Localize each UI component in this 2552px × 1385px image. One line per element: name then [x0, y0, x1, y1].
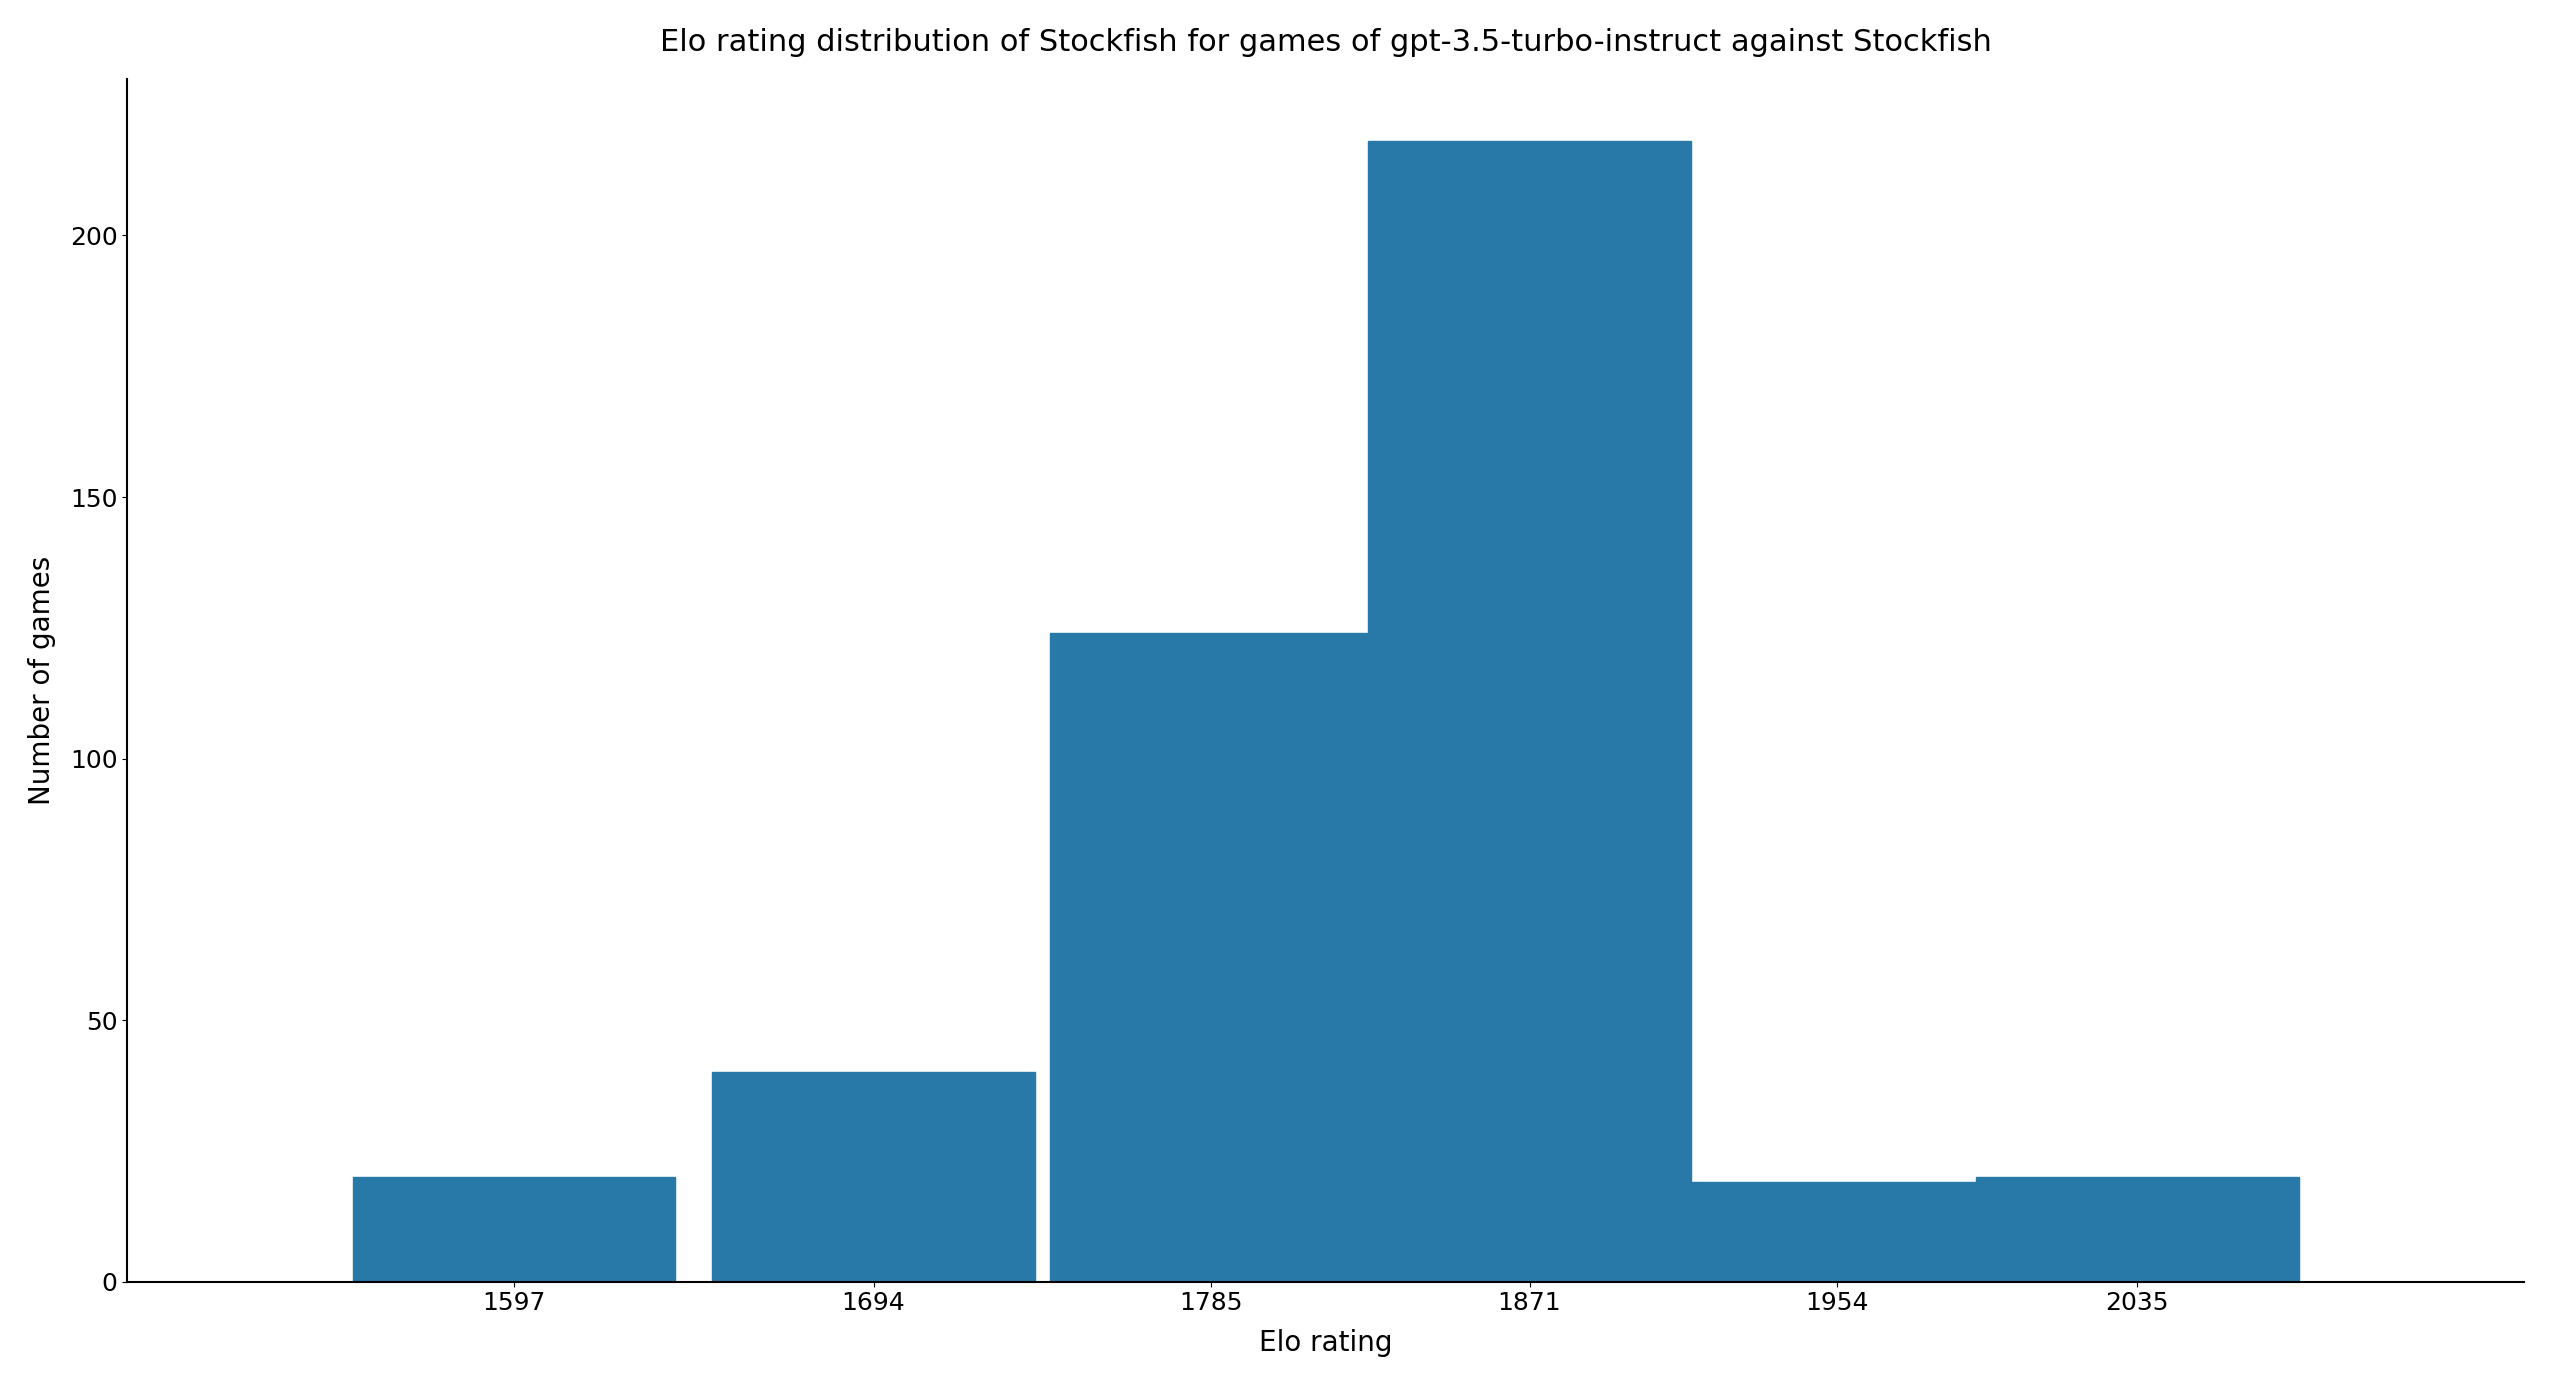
Bar [712, 1072, 1034, 1281]
X-axis label: Elo rating: Elo rating [1258, 1330, 1393, 1357]
Bar [1368, 141, 1692, 1281]
Y-axis label: Number of games: Number of games [28, 555, 56, 805]
Bar [1049, 633, 1373, 1281]
Bar [1677, 1183, 1998, 1281]
Bar [1975, 1177, 2299, 1281]
Bar [352, 1177, 676, 1281]
Title: Elo rating distribution of Stockfish for games of gpt-3.5-turbo-instruct against: Elo rating distribution of Stockfish for… [661, 28, 1991, 57]
